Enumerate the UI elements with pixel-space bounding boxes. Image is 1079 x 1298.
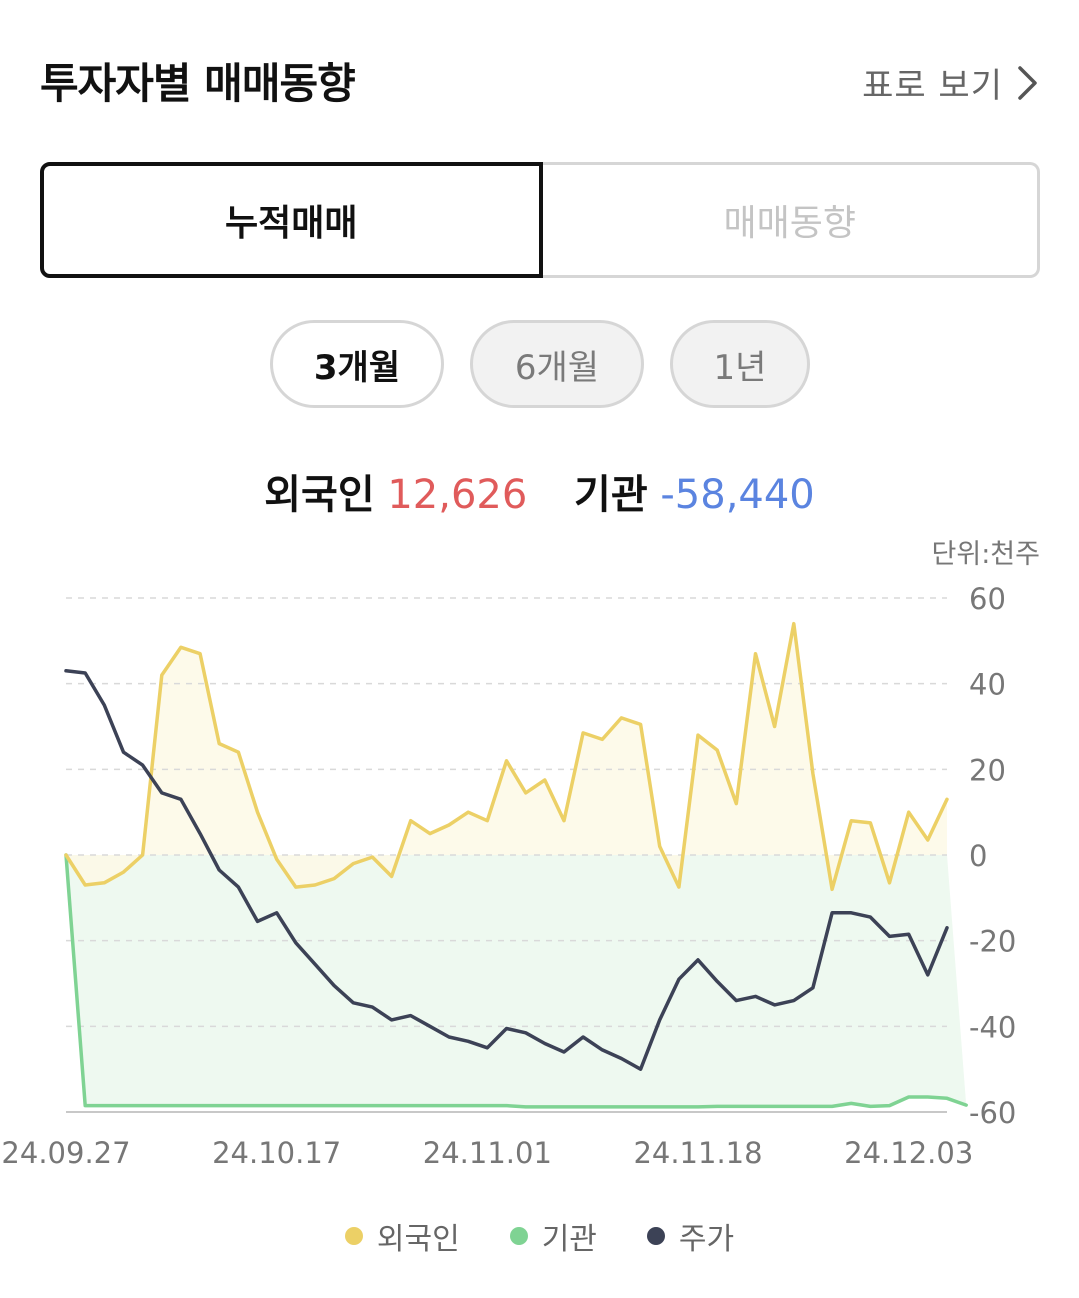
institution-value: -58,440 bbox=[660, 472, 815, 518]
page-title: 투자자별 매매동향 bbox=[40, 59, 356, 108]
legend-dot-institution bbox=[509, 1227, 528, 1245]
y-tick-label: 20 bbox=[969, 753, 1006, 787]
investor-chart: 60 40 20 0 -20 -40 -60 24.09.27 24.10.17 24.11.01… bbox=[1, 582, 1016, 1170]
institution-area bbox=[66, 855, 967, 1107]
legend-label-price: 주가 bbox=[678, 1222, 735, 1257]
foreign-area bbox=[66, 623, 947, 890]
foreign-series-line bbox=[64, 621, 949, 892]
y-tick-label: -40 bbox=[969, 1010, 1016, 1044]
table-view-label: 표로 보기 bbox=[862, 66, 1003, 106]
period-1y-button[interactable]: 1년 bbox=[670, 320, 810, 408]
table-view-link[interactable]: 표로 보기 bbox=[862, 58, 1039, 107]
foreign-value: 12,626 bbox=[387, 472, 528, 518]
x-tick-label: 24.12.03 bbox=[844, 1136, 973, 1170]
institution-series-line bbox=[64, 853, 968, 1109]
y-tick-label: -60 bbox=[969, 1096, 1016, 1130]
tab-trend[interactable]: 매매동향 bbox=[542, 162, 1040, 278]
period-3m-button[interactable]: 3개월 bbox=[270, 320, 444, 408]
chevron-right-icon bbox=[1017, 65, 1039, 101]
y-tick-label: -20 bbox=[969, 925, 1016, 959]
foreign-label: 외국인 bbox=[264, 472, 375, 518]
y-tick-label: 0 bbox=[969, 839, 987, 873]
legend-item-foreign[interactable]: 외국인 bbox=[344, 1214, 460, 1258]
period-6m-button[interactable]: 6개월 bbox=[470, 320, 644, 408]
summary: 외국인 12,626 기관 -58,440 bbox=[0, 462, 1079, 520]
legend-item-price[interactable]: 주가 bbox=[646, 1214, 735, 1258]
legend-label-institution: 기관 bbox=[541, 1222, 597, 1257]
legend-item-institution[interactable]: 기관 bbox=[509, 1214, 597, 1258]
x-tick-label: 24.10.17 bbox=[212, 1136, 341, 1170]
institution-label: 기관 bbox=[574, 472, 648, 518]
period-selector: 3개월 6개월 1년 bbox=[0, 320, 1079, 410]
legend-dot-foreign bbox=[344, 1227, 363, 1245]
legend-label-foreign: 외국인 bbox=[376, 1222, 460, 1257]
legend-dot-price bbox=[646, 1227, 665, 1245]
legend: 외국인 기관 주가 bbox=[0, 1214, 1079, 1258]
header: 투자자별 매매동향 표로 보기 bbox=[40, 44, 1039, 114]
view-tabs: 누적매매 매매동향 bbox=[40, 162, 1040, 278]
y-tick-label: 40 bbox=[969, 668, 1006, 702]
x-tick-label: 24.11.18 bbox=[633, 1136, 762, 1170]
price-series-line bbox=[64, 669, 949, 1071]
tab-cumulative[interactable]: 누적매매 bbox=[40, 162, 543, 278]
unit-label: 단위:천주 bbox=[931, 539, 1040, 570]
x-tick-label: 24.09.27 bbox=[1, 1136, 130, 1170]
y-tick-label: 60 bbox=[969, 582, 1006, 616]
x-tick-label: 24.11.01 bbox=[423, 1136, 552, 1170]
